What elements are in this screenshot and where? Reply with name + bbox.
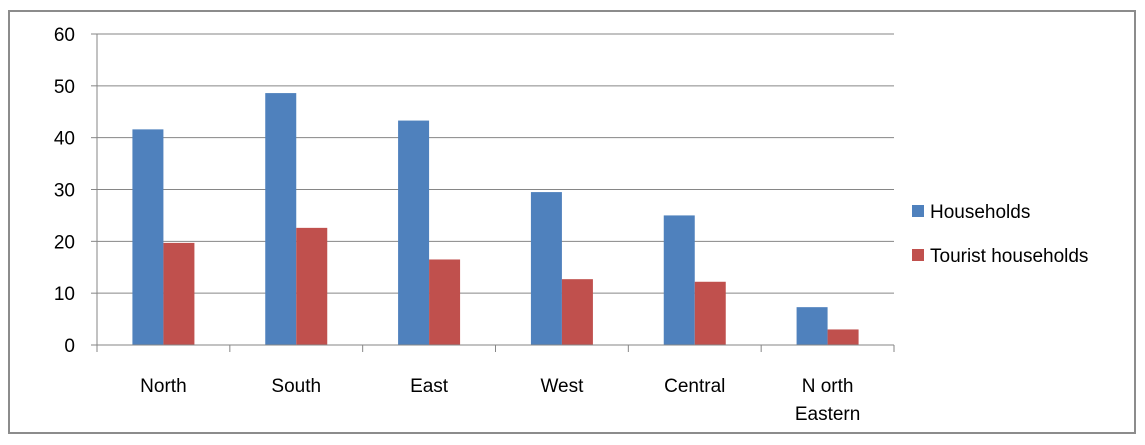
gridlines	[97, 33, 894, 294]
bar-tourist-households	[694, 281, 726, 345]
y-tick-label: 0	[64, 336, 75, 357]
x-category-label: East	[410, 376, 449, 397]
bars	[132, 93, 859, 345]
bar-households	[398, 120, 430, 345]
x-category-label: North	[140, 376, 186, 397]
bar-tourist-households	[163, 242, 195, 345]
x-category-labels: North South East West Central N orth Eastern	[140, 376, 860, 425]
chart-frame	[8, 10, 1136, 434]
axes	[91, 33, 895, 352]
x-category-label: West	[540, 376, 584, 397]
y-tick-label: 20	[54, 232, 75, 253]
bar-tourist-households	[561, 279, 593, 345]
y-tick-label: 60	[54, 25, 75, 46]
bar-households	[796, 307, 828, 345]
bar-tourist-households	[827, 329, 859, 345]
y-tick-labels: 0 10 20 30 40 50 60	[54, 25, 75, 357]
bar-households	[265, 93, 297, 345]
x-category-label: South	[271, 376, 321, 397]
y-tick-label: 50	[54, 77, 75, 98]
legend-label: Tourist households	[930, 246, 1088, 267]
legend-swatch	[912, 205, 924, 217]
bar-households	[132, 129, 164, 345]
bar-tourist-households	[296, 227, 328, 345]
x-category-label: N orth	[802, 376, 854, 397]
bar-tourist-households	[429, 259, 461, 345]
y-tick-label: 10	[54, 284, 75, 305]
legend-swatch	[912, 249, 924, 261]
legend: Households Tourist households	[912, 202, 1088, 267]
bar-households	[530, 192, 562, 345]
y-tick-label: 40	[54, 129, 75, 150]
bar-households	[663, 215, 695, 345]
y-tick-label: 30	[54, 181, 75, 202]
legend-label: Households	[930, 202, 1030, 223]
x-category-label: Eastern	[795, 404, 860, 425]
x-category-label: Central	[664, 376, 725, 397]
